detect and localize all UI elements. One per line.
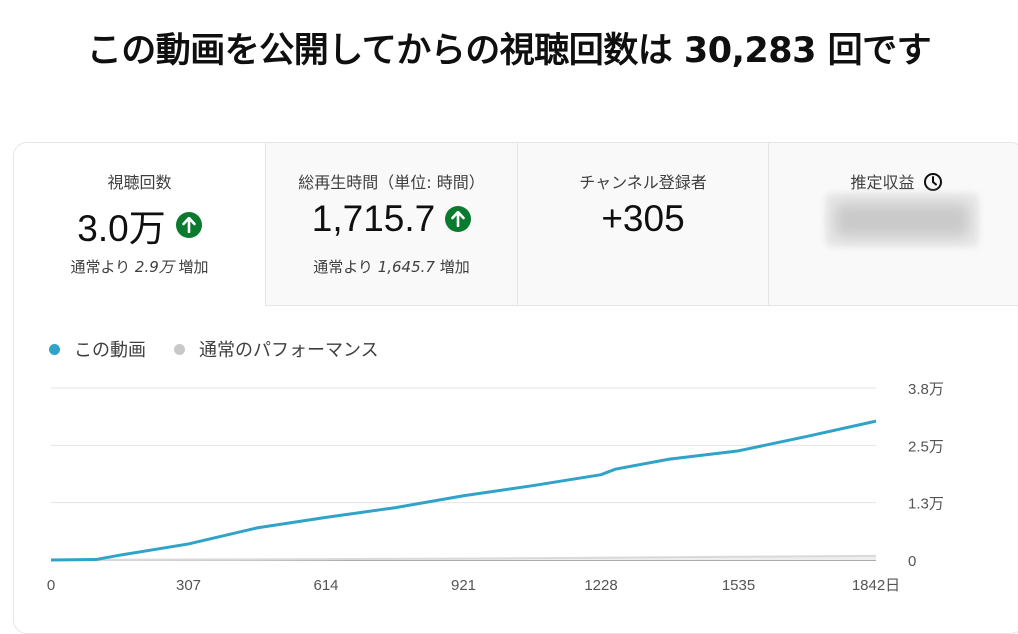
metric-title-text: 推定収益 [850,173,915,192]
metric-note: 通常より 1,645.7 増加 [266,256,517,277]
arrow-up-icon [445,206,472,232]
note-value: 1,645.7 [377,258,435,276]
metric-value: +305 [601,198,685,239]
arrow-up-icon [175,212,202,238]
legend-dot [174,343,185,355]
metric-tab-revenue[interactable]: 推定収益 [768,143,1018,306]
y-tick-label: 3.8万 [908,381,944,398]
metric-title: 総再生時間（単位: 時間） [298,173,485,192]
metric-tab-watch-time[interactable]: 総再生時間（単位: 時間） 1,715.7 通常より 1,645.7 増加 [265,143,517,306]
legend-label: 通常のパフォーマンス [199,340,379,361]
note-prefix: 通常より [70,258,135,276]
clock-icon [923,173,942,191]
x-tick-label: 307 [176,577,201,594]
views-line-chart: 0 1.3万 2.5万 3.8万 0 307 614 921 1228 1535 1842日 [47,381,944,594]
note-prefix: 通常より [313,258,378,276]
metric-value-row: 1,715.7 [266,198,517,240]
metric-note: 通常より 2.9万 増加 [14,256,265,277]
legend-item-typical[interactable]: 通常のパフォーマンス [174,336,379,362]
y-tick-label: 2.5万 [908,438,944,455]
metric-value-row: +305 [518,198,768,240]
metrics-row: 視聴回数 3.0万 通常より 2.9万 増加 総再生時間（単位: 時間） 1,7… [14,143,1018,306]
chart-legend: この動画 通常のパフォーマンス [49,336,407,362]
note-value: 2.9万 [134,258,174,276]
x-tick-label: 1535 [722,577,755,594]
legend-dot [49,343,60,355]
x-tick-label: 614 [313,577,338,594]
series-this-video-line [50,419,877,562]
metric-value-row: 3.0万 [14,198,265,252]
x-tick-label: 0 [47,577,55,594]
metric-value: 1,715.7 [311,198,436,239]
metric-title: 視聴回数 [107,173,172,192]
note-suffix: 増加 [173,258,209,276]
y-tick-label: 0 [908,553,916,570]
series-typical-line [50,554,877,561]
metric-tab-views[interactable]: 視聴回数 3.0万 通常より 2.9万 増加 [14,143,265,306]
x-tick-label: 1842日 [852,577,900,594]
blurred-revenue-text [835,203,969,237]
series-typical-area [51,555,876,560]
note-suffix: 増加 [434,258,470,276]
metric-title: 推定収益 [769,169,1018,193]
metric-value: 3.0万 [77,208,166,249]
y-tick-label: 1.3万 [908,496,944,513]
analytics-card: 視聴回数 3.0万 通常より 2.9万 増加 総再生時間（単位: 時間） 1,7… [13,142,1018,634]
page-headline: この動画を公開してからの視聴回数は 30,283 回です [86,31,932,71]
metric-title: チャンネル登録者 [579,173,707,192]
legend-item-this-video[interactable]: この動画 [49,336,146,362]
metric-tab-subscribers[interactable]: チャンネル登録者 +305 [517,143,768,306]
legend-label: この動画 [74,340,146,361]
x-tick-label: 1228 [584,577,617,594]
x-tick-label: 921 [451,577,476,594]
